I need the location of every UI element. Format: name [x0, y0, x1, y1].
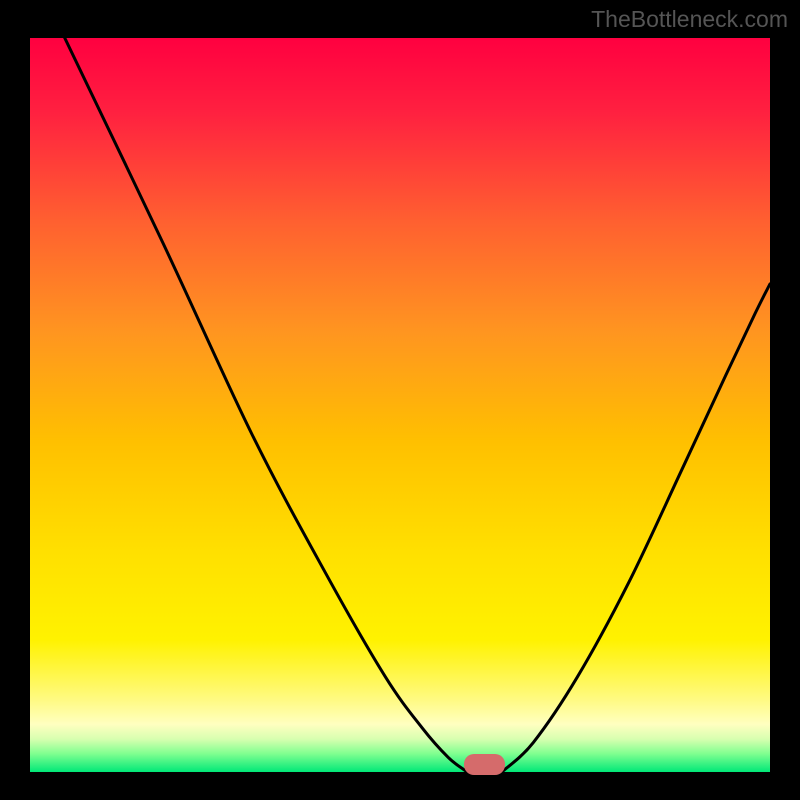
optimal-marker — [464, 754, 505, 775]
gradient-background — [30, 38, 770, 772]
chart-container: TheBottleneck.com — [0, 0, 800, 800]
plot-area — [30, 38, 770, 772]
watermark-text: TheBottleneck.com — [591, 6, 788, 33]
